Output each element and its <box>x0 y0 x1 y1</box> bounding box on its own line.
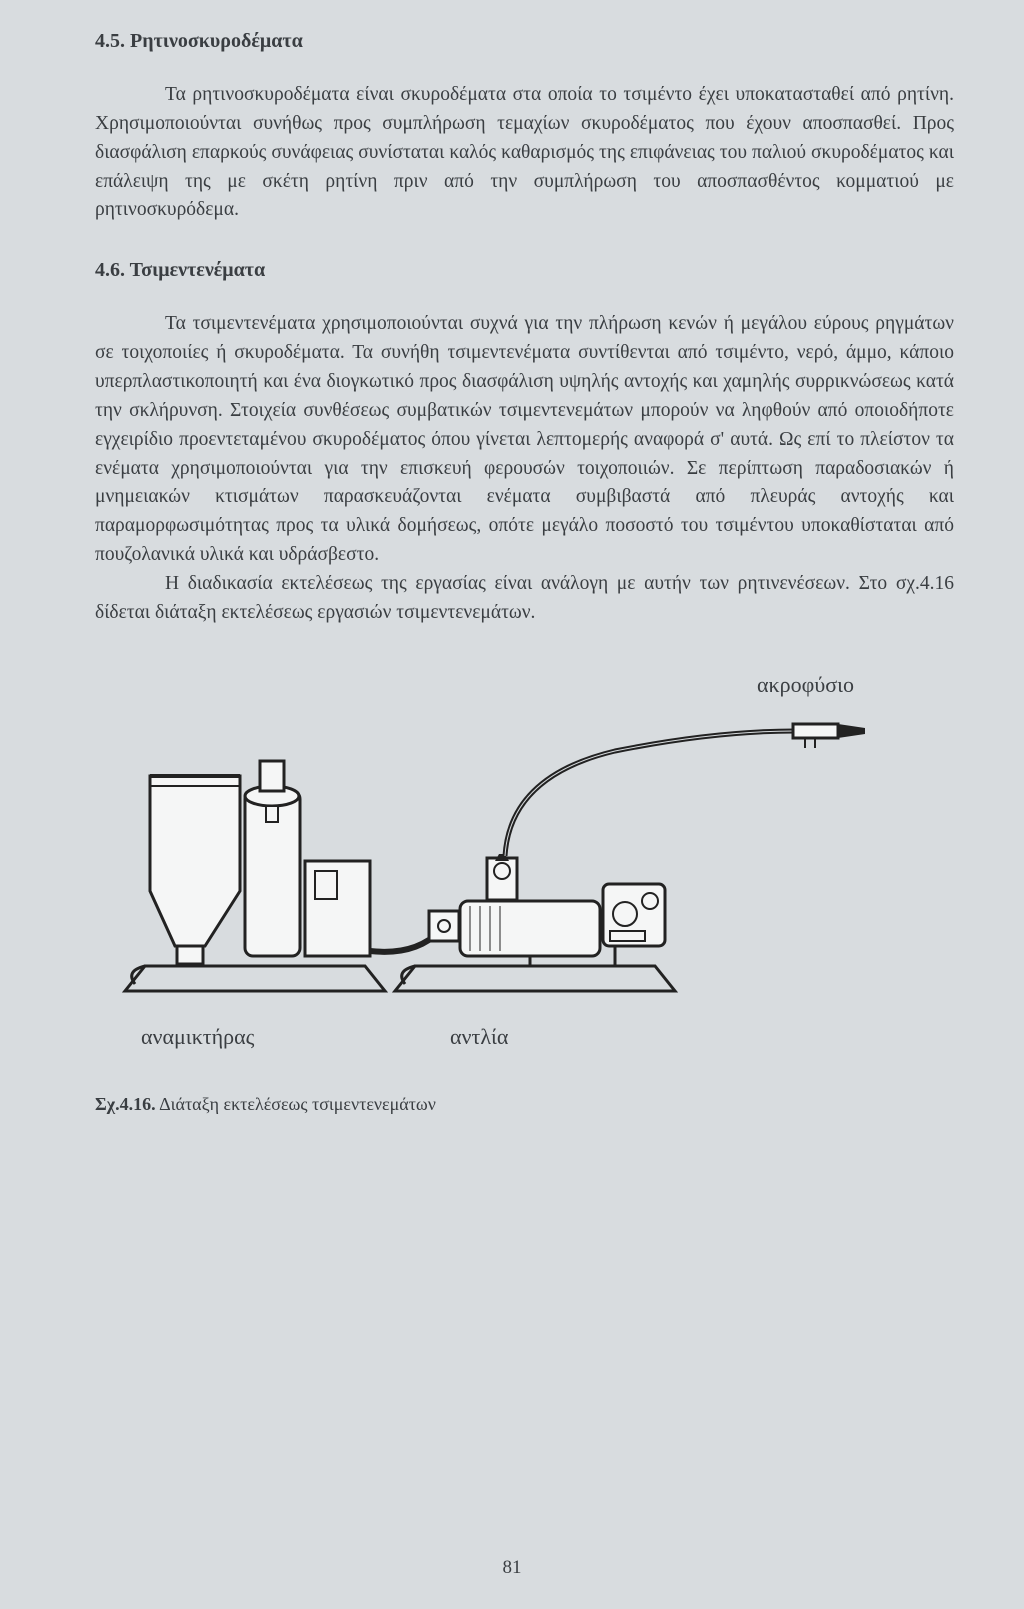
section-46-paragraph-1: Τα τσιμεντενέματα χρησιμοποιούνται συχνά… <box>95 310 954 570</box>
figure-caption-prefix: Σχ.4.16. <box>95 1094 156 1114</box>
figure-label-pump: αντλία <box>450 1024 508 1050</box>
page-number: 81 <box>503 1557 522 1579</box>
section-heading-46: 4.6. Τσιμεντενέματα <box>95 259 954 282</box>
section-45-paragraph: Τα ρητινοσκυροδέματα είναι σκυροδέματα σ… <box>95 81 954 225</box>
figure-area: ακροφύσιο <box>95 666 954 1086</box>
figure-caption-text: Διάταξη εκτελέσεως τσιμεντενεμάτων <box>156 1094 436 1114</box>
figure-label-nozzle: ακροφύσιο <box>757 672 854 698</box>
figure-caption: Σχ.4.16. Διάταξη εκτελέσεως τσιμεντενεμά… <box>95 1094 954 1115</box>
section-46-paragraph-2: Η διαδικασία εκτελέσεως της εργασίας είν… <box>95 570 954 628</box>
figure-diagram <box>115 706 875 1026</box>
section-heading-45: 4.5. Ρητινοσκυροδέματα <box>95 30 954 53</box>
figure-label-mixer: αναμικτήρας <box>141 1024 254 1050</box>
